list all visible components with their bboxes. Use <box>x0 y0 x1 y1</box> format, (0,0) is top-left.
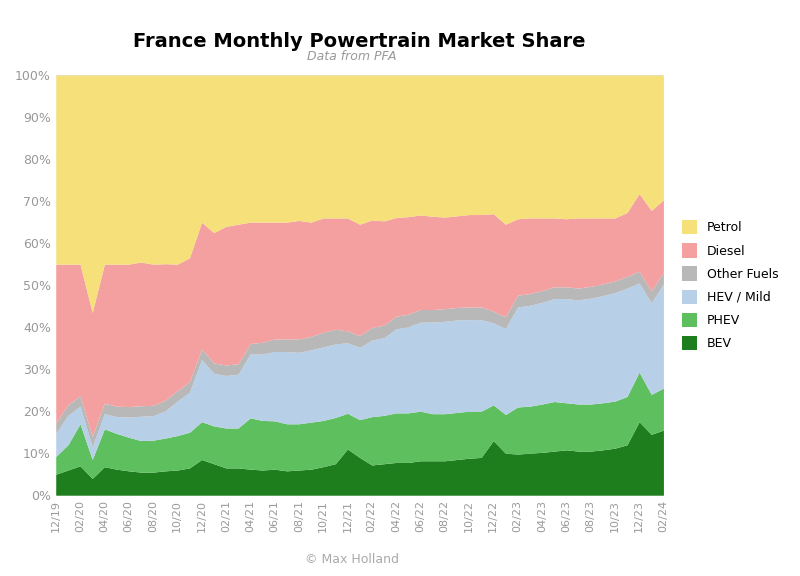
Text: Data from PFA: Data from PFA <box>307 51 397 63</box>
Title: France Monthly Powertrain Market Share: France Monthly Powertrain Market Share <box>134 32 586 51</box>
Text: © Max Holland: © Max Holland <box>305 554 399 566</box>
Legend: Petrol, Diesel, Other Fuels, HEV / Mild, PHEV, BEV: Petrol, Diesel, Other Fuels, HEV / Mild,… <box>676 214 785 357</box>
